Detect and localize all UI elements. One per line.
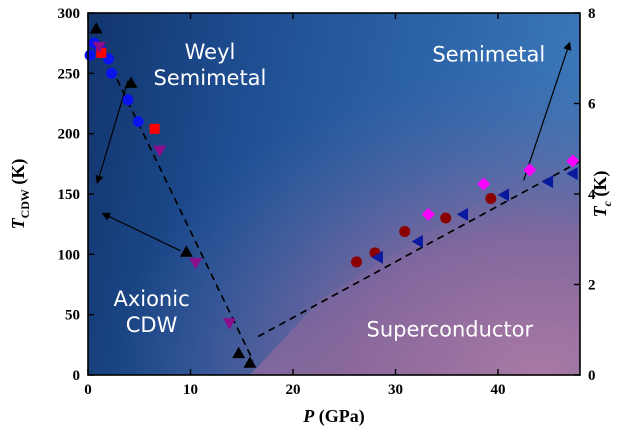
y-left-tick-label: 100: [58, 247, 81, 263]
data-point: [96, 47, 107, 58]
data-point: [153, 145, 167, 158]
data-point: [371, 250, 383, 264]
region-label: Weyl Semimetal: [154, 40, 267, 90]
region-label: Axionic CDW: [113, 287, 189, 337]
x-tick-label: 20: [286, 382, 301, 398]
data-point: [399, 226, 411, 238]
dashed-guide-line: [100, 46, 254, 361]
x-tick-label: 30: [388, 382, 403, 398]
dashed-guide-line: [257, 160, 581, 338]
data-point: [179, 245, 193, 257]
x-axis-title: P (GPa): [302, 406, 364, 427]
data-point: [523, 163, 537, 177]
y-left-axis-title: TCDW (K): [8, 159, 32, 230]
data-point: [485, 193, 497, 205]
data-point: [124, 76, 138, 88]
y-left-tick-label: 250: [58, 66, 81, 82]
data-point: [566, 154, 580, 168]
data-point: [222, 318, 236, 330]
y-right-tick-label: 0: [588, 368, 596, 384]
y-left-tick-label: 200: [58, 127, 81, 143]
data-point: [92, 41, 106, 54]
data-point: [566, 167, 578, 181]
superconductor-glow: [88, 13, 580, 375]
y-left-tick-label: 300: [58, 6, 81, 22]
data-point: [541, 175, 554, 189]
data-point: [440, 212, 452, 224]
x-tick-label: 10: [183, 382, 198, 398]
x-tick-label: 40: [491, 382, 506, 398]
y-right-axis-title: Tc (K): [590, 171, 614, 218]
region-label: Semimetal: [432, 42, 545, 66]
data-point: [89, 22, 103, 34]
y-left-tick-label: 0: [73, 368, 81, 384]
data-point: [243, 356, 257, 368]
x-tick-label: 0: [84, 382, 92, 398]
y-right-tick-label: 4: [588, 187, 596, 203]
data-point: [411, 235, 423, 249]
region-label: Superconductor: [366, 317, 533, 341]
y-right-tick-label: 2: [588, 278, 596, 294]
data-point: [84, 49, 96, 61]
data-point: [477, 177, 491, 191]
axis-arrow: [101, 212, 181, 252]
data-point: [456, 207, 469, 221]
y-left-tick-label: 50: [65, 308, 80, 324]
data-point: [351, 256, 363, 268]
data-point: [132, 116, 144, 128]
data-point: [189, 257, 203, 270]
data-point: [149, 123, 160, 134]
y-right-tick-label: 8: [588, 6, 596, 22]
data-point: [122, 94, 134, 106]
axis-arrow: [523, 41, 572, 181]
data-point: [232, 346, 246, 359]
plot-area: [88, 13, 580, 375]
data-point: [421, 207, 435, 221]
y-left-tick-label: 150: [58, 187, 81, 203]
data-point: [106, 67, 118, 79]
axis-arrow: [95, 80, 129, 184]
y-right-tick-label: 6: [588, 97, 596, 113]
data-point: [497, 188, 510, 202]
